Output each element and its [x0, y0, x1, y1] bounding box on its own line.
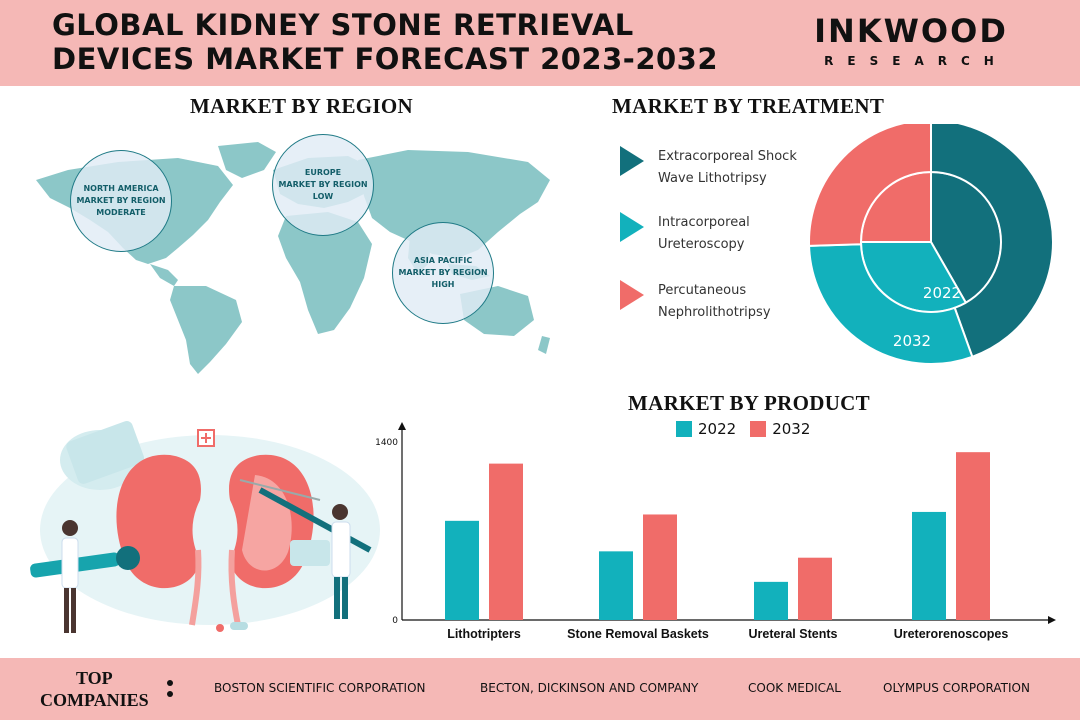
treatment-legend-ureteroscopy: Intracorporeal Ureteroscopy [620, 212, 828, 256]
header-banner [0, 0, 1080, 86]
legend-label-2022: 2022 [698, 420, 737, 438]
region-bubble-europe: EUROPE MARKET BY REGION LOW [272, 134, 374, 236]
donut-label-2032: 2032 [893, 332, 931, 350]
legend-label-2032: 2032 [772, 420, 811, 438]
triangle-marker-icon [620, 280, 644, 310]
bar-2022-2 [599, 551, 633, 620]
brand-name: INKWOOD [814, 12, 1008, 50]
legend-label: Extracorporeal Shock [658, 149, 797, 164]
legend-label: Nephrolithotripsy [658, 305, 771, 320]
y-tick-label: 0 [392, 616, 398, 626]
company-olympus: OLYMPUS CORPORATION [883, 681, 1030, 695]
bar-2032-3 [798, 557, 832, 620]
bar-2032-1 [489, 463, 523, 620]
company-cook-medical: COOK MEDICAL [748, 681, 841, 695]
triangle-marker-icon [620, 212, 644, 242]
bar-2022-1 [445, 520, 479, 620]
x-category-label: Lithotripters [447, 627, 521, 641]
bar-2032-2 [643, 514, 677, 620]
top-label-line2: COMPANIES [40, 690, 149, 710]
region-title: MARKET BY REGION [190, 94, 413, 118]
title-line-1: GLOBAL KIDNEY STONE RETRIEVAL [52, 8, 634, 42]
central-america-shape [150, 264, 178, 286]
legend-swatch-2032 [750, 421, 767, 437]
treatment-legend-pcnl: Percutaneous Nephrolithotripsy [620, 280, 828, 324]
africa-shape [278, 212, 372, 334]
x-axis-arrow [1048, 616, 1056, 624]
asia-shape [358, 150, 550, 258]
legend-label: Percutaneous [658, 283, 747, 298]
doctor-left-figure [61, 520, 79, 633]
footer-banner [0, 658, 1080, 720]
triangle-marker-icon [620, 146, 644, 176]
doctor-right-figure [331, 504, 351, 619]
new-zealand-shape [538, 336, 550, 354]
legend-label: Intracorporeal [658, 215, 750, 230]
y-tick-label: 1400 [375, 438, 398, 448]
bubble-caption: MARKET BY REGION [398, 268, 488, 277]
bubble-caption: MARKET BY REGION [278, 180, 368, 189]
greenland-shape [218, 142, 276, 178]
bar-2022-4 [912, 511, 946, 620]
kidney-illustration [30, 421, 380, 633]
bubble-level: MODERATE [96, 208, 146, 217]
south-america-shape [170, 286, 242, 374]
x-category-label: Stone Removal Baskets [567, 627, 709, 641]
title-line-2: DEVICES MARKET FORECAST 2023-2032 [52, 42, 719, 76]
treatment-donut-chart: 2022 2032 [808, 124, 1054, 365]
y-axis-arrow [398, 422, 406, 430]
company-boston-scientific: BOSTON SCIENTIFIC CORPORATION [214, 681, 426, 695]
bubble-caption: MARKET BY REGION [76, 196, 166, 205]
donut-label-2022: 2022 [923, 284, 961, 302]
treatment-legend-eswl: Extracorporeal Shock Wave Lithotripsy [620, 146, 828, 190]
top-companies-label: TOP COMPANIES [40, 667, 149, 711]
bubble-region-name: NORTH AMERICA [83, 184, 159, 193]
page-title: GLOBAL KIDNEY STONE RETRIEVAL DEVICES MA… [52, 8, 718, 76]
region-bubble-north-america: NORTH AMERICA MARKET BY REGION MODERATE [70, 150, 172, 252]
donut-slice-2032-2 [808, 243, 974, 365]
treatment-title: MARKET BY TREATMENT [612, 94, 885, 118]
product-title: MARKET BY PRODUCT [628, 391, 870, 415]
bar-chart-legend: 2022 2032 [676, 420, 810, 438]
legend-swatch-2022 [676, 421, 692, 437]
bubble-level: LOW [312, 192, 334, 201]
bubble-region-name: EUROPE [304, 168, 342, 177]
bubble-level: HIGH [431, 280, 455, 289]
company-becton-dickinson: BECTON, DICKINSON AND COMPANY [480, 681, 699, 695]
donut-slice-2032-3 [808, 124, 932, 247]
brand-subtitle: RESEARCH [824, 54, 1008, 68]
x-category-label: Ureterorenoscopes [894, 627, 1009, 641]
brand-logo: INKWOOD RESEARCH [806, 12, 1016, 68]
bubble-region-name: ASIA PACIFIC [413, 256, 473, 265]
region-bubble-asia-pacific: ASIA PACIFIC MARKET BY REGION HIGH [392, 222, 494, 324]
top-label-line1: TOP [75, 668, 113, 688]
legend-label: Wave Lithotripsy [658, 171, 767, 186]
colon-separator-icon [167, 680, 173, 697]
bar-2032-4 [956, 452, 990, 620]
legend-label: Ureteroscopy [658, 237, 745, 252]
donut-slice-2032-1 [930, 124, 1054, 359]
x-category-label: Ureteral Stents [749, 627, 838, 641]
bar-2022-3 [754, 581, 788, 620]
product-bar-chart: 0 1400 Lithotripters Stone Removal Baskets U… [375, 422, 1056, 641]
